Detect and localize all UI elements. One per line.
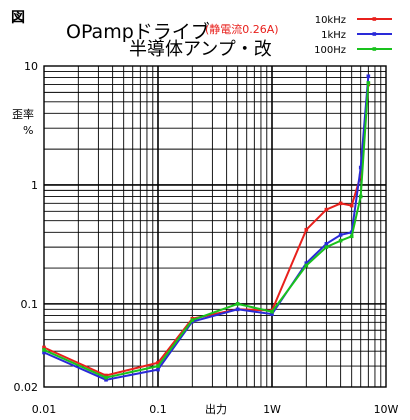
- chart-title-line1: OPampドライブ: [66, 20, 210, 43]
- data-point: [349, 203, 354, 208]
- data-point: [358, 173, 363, 178]
- data-point: [324, 207, 329, 212]
- y-tick-label: 0.1: [21, 298, 39, 311]
- data-point: [304, 263, 309, 268]
- legend-label: 1kHz: [321, 30, 346, 41]
- data-point: [338, 233, 343, 237]
- series-layer: [42, 74, 371, 382]
- grid: [43, 65, 387, 388]
- x-tick-label: 0.1: [149, 403, 167, 416]
- x-tick-label: 10W: [374, 403, 399, 416]
- legend-marker: [372, 47, 377, 51]
- series-100Hz: [42, 81, 371, 380]
- data-point: [42, 348, 46, 352]
- series-1kHz: [42, 74, 371, 382]
- data-point: [366, 81, 371, 85]
- data-point: [104, 375, 108, 380]
- plot-frame: [43, 65, 387, 388]
- x-tick-label: 1W: [263, 403, 281, 416]
- data-point: [235, 307, 240, 312]
- data-point: [42, 345, 46, 350]
- tick-labels: 0.01 0.1 1W 10W 10 1 0.1 0.02: [14, 60, 399, 416]
- data-point: [349, 234, 354, 239]
- data-point: [338, 201, 343, 206]
- series-10kHz: [42, 82, 371, 378]
- data-point: [42, 350, 46, 355]
- y-tick-label: 1: [31, 179, 38, 192]
- figure-label: 図: [11, 10, 25, 26]
- x-tick-label: 0.01: [32, 403, 57, 416]
- data-point: [324, 241, 329, 246]
- data-point: [104, 377, 108, 382]
- data-point: [304, 227, 309, 232]
- series-line: [43, 76, 370, 381]
- chart-title-note: (静電流0.26A): [205, 22, 279, 36]
- y-tick-label: 0.02: [14, 381, 39, 394]
- data-point: [366, 74, 371, 79]
- legend: 10kHz 1kHz 100Hz: [314, 15, 392, 56]
- legend-label: 100Hz: [314, 45, 346, 56]
- data-point: [358, 165, 363, 170]
- data-point: [324, 245, 329, 249]
- data-point: [235, 302, 240, 306]
- legend-marker: [372, 17, 377, 21]
- legend-label: 10kHz: [315, 15, 346, 26]
- data-point: [156, 360, 160, 365]
- data-point: [190, 318, 195, 322]
- data-point: [304, 261, 309, 265]
- data-point: [270, 312, 274, 316]
- legend-marker: [372, 32, 377, 36]
- data-point: [156, 364, 160, 368]
- x-axis-label: 出力: [205, 402, 227, 416]
- data-point: [270, 309, 274, 314]
- series-line: [43, 82, 370, 379]
- y-tick-label: 10: [24, 60, 38, 73]
- y-axis-label: 歪率%: [12, 107, 34, 137]
- data-point: [156, 367, 160, 372]
- data-point: [358, 194, 363, 199]
- series-line: [43, 84, 370, 377]
- data-point: [104, 373, 108, 378]
- data-point: [338, 238, 343, 243]
- chart-title-line2: 半導体アンプ・改: [129, 39, 272, 60]
